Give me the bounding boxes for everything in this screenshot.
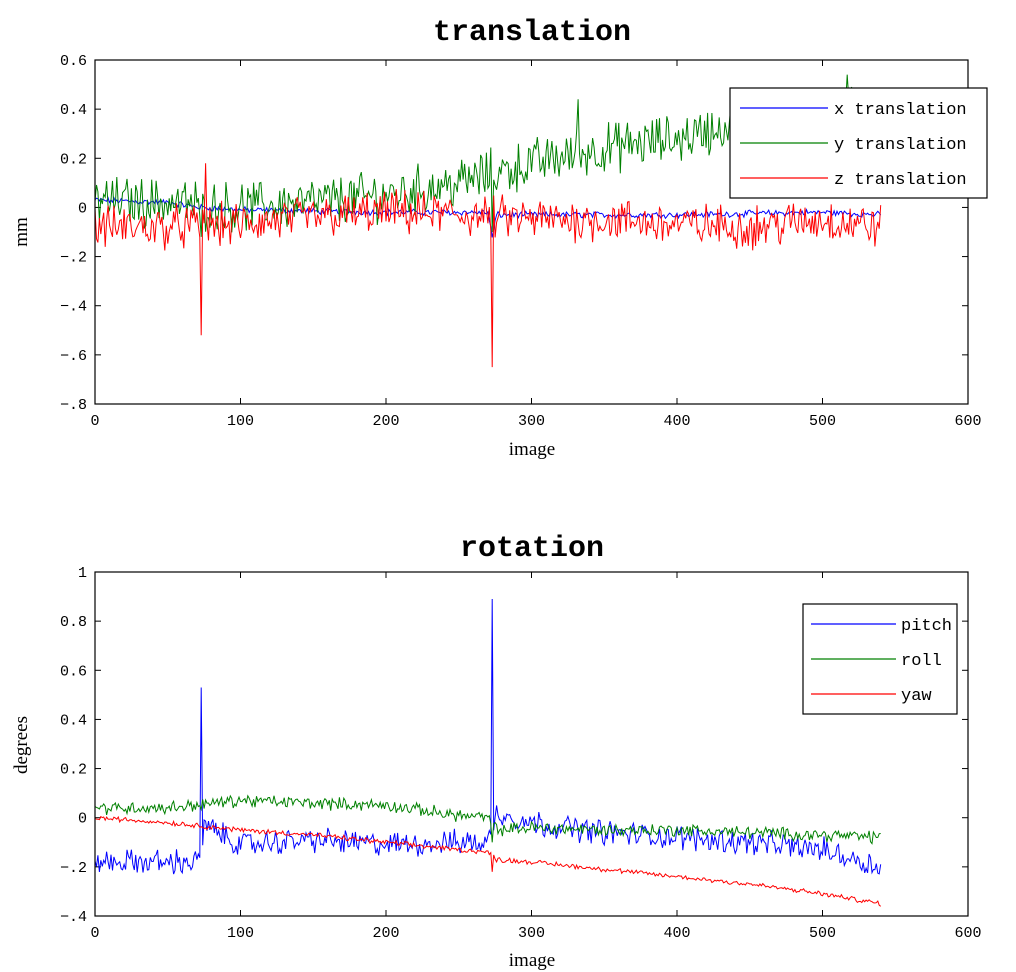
x-tick-label: 100 xyxy=(227,925,254,942)
rotation-chart: rotation image degrees 0 100 200 300 400 500 6… xyxy=(11,532,982,971)
x-tick-label: 600 xyxy=(954,413,981,430)
x-axis-label: image xyxy=(509,950,555,971)
y-tick-label: −.4 xyxy=(60,909,87,926)
x-axis-label: image xyxy=(509,439,555,460)
axis-ticks: 0 100 200 300 400 500 600 −.8 −.6 −.4 −.2 0 0.2 0.4 0.… xyxy=(60,53,982,430)
x-tick-label: 0 xyxy=(90,925,99,942)
series-line-x-translation xyxy=(95,196,882,238)
y-tick-label: 0.4 xyxy=(60,102,87,119)
y-tick-label: 0.6 xyxy=(60,53,87,70)
legend-label-y-translation: y translation xyxy=(834,136,967,155)
y-tick-label: 1 xyxy=(78,565,87,582)
axis-ticks: 0 100 200 300 400 500 600 −.4 −.2 0 0.2 0.4 0.6 0.8 1 xyxy=(60,565,982,942)
axes-box xyxy=(94,571,969,917)
translation-chart: translation image mm 0 100 200 300 400 500 600… xyxy=(11,16,988,460)
series-line-yaw xyxy=(95,815,881,907)
y-tick-label: −.4 xyxy=(60,299,87,316)
y-tick-label: −.6 xyxy=(60,348,87,365)
x-tick-label: 100 xyxy=(227,413,254,430)
y-tick-label: 0 xyxy=(78,200,87,217)
y-tick-label: 0.6 xyxy=(60,663,87,680)
legend-label-yaw: yaw xyxy=(901,687,932,706)
x-tick-label: 200 xyxy=(372,413,399,430)
y-tick-label: 0.4 xyxy=(60,712,87,729)
x-tick-label: 300 xyxy=(518,413,545,430)
series-line-z-translation xyxy=(95,163,882,368)
y-tick-label: −.2 xyxy=(60,250,87,267)
x-tick-label: 600 xyxy=(954,925,981,942)
x-tick-label: 500 xyxy=(809,925,836,942)
x-tick-label: 400 xyxy=(663,413,690,430)
y-tick-label: 0 xyxy=(78,811,87,828)
y-axis-label: degrees xyxy=(11,716,32,774)
x-tick-label: 300 xyxy=(518,925,545,942)
series-lines xyxy=(95,598,882,907)
y-tick-label: −.2 xyxy=(60,860,87,877)
axes-box xyxy=(94,59,969,405)
y-tick-label: −.8 xyxy=(60,397,87,414)
y-axis-label: mm xyxy=(11,217,32,247)
legend: pitch roll yaw xyxy=(802,603,958,715)
legend-label-pitch: pitch xyxy=(901,617,952,636)
legend-label-z-translation: z translation xyxy=(834,171,967,190)
legend-label-x-translation: x translation xyxy=(834,101,967,120)
x-tick-label: 200 xyxy=(372,925,399,942)
y-tick-label: 0.2 xyxy=(60,762,87,779)
series-line-pitch xyxy=(95,598,882,875)
y-tick-label: 0.8 xyxy=(60,614,87,631)
x-tick-label: 400 xyxy=(663,925,690,942)
series-line-roll xyxy=(95,794,881,845)
legend-label-roll: roll xyxy=(901,652,942,671)
plot-area xyxy=(95,598,882,907)
x-tick-label: 0 xyxy=(90,413,99,430)
legend: x translation y translation z translatio… xyxy=(729,87,988,199)
y-tick-label: 0.2 xyxy=(60,151,87,168)
chart-title: translation xyxy=(433,16,631,50)
x-tick-label: 500 xyxy=(809,413,836,430)
chart-title: rotation xyxy=(460,532,604,566)
